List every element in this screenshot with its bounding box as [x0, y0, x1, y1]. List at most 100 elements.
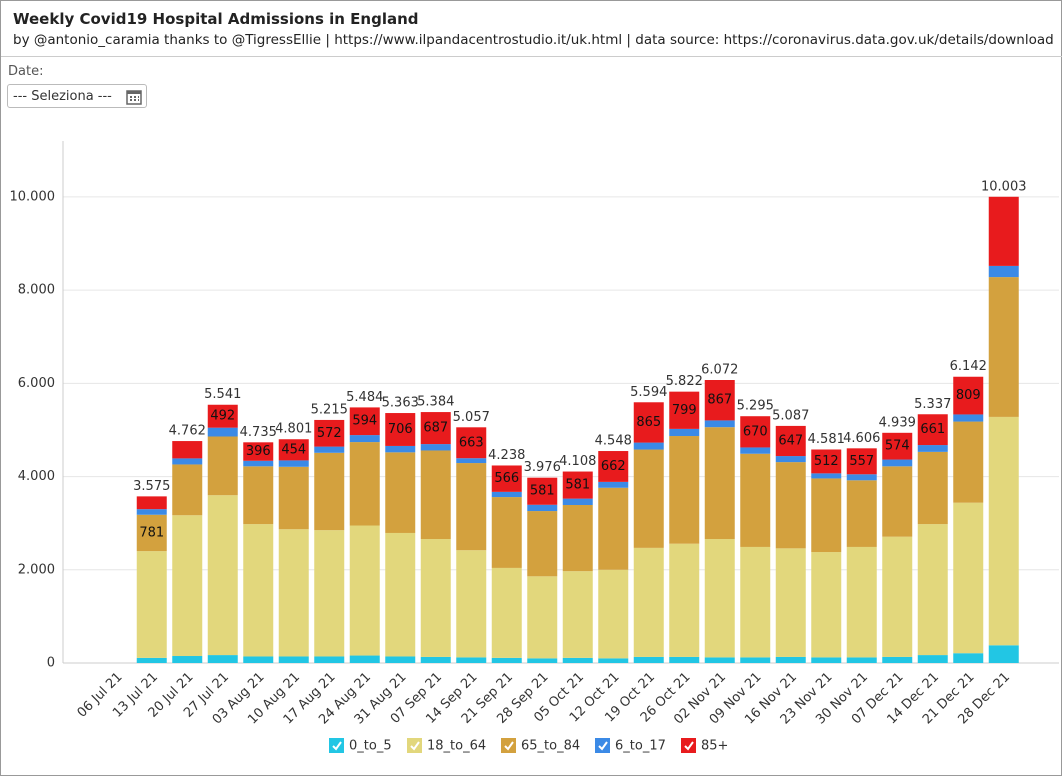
bar-segment	[385, 413, 416, 446]
total-label: 5.057	[453, 410, 490, 425]
legend-check	[410, 741, 420, 751]
y-tick-label: 6.000	[18, 376, 55, 391]
segment-label: 799	[672, 403, 697, 418]
bar-segment	[243, 656, 274, 663]
segment-label: 781	[139, 525, 164, 540]
bar-segment	[349, 442, 380, 526]
segment-label: 865	[636, 415, 661, 430]
bar-segment	[420, 444, 451, 451]
bar-segment	[527, 511, 558, 577]
bar-segment	[278, 439, 309, 461]
segment-label: 687	[423, 421, 448, 436]
bar-segment	[953, 414, 984, 422]
bar-segment	[456, 458, 487, 464]
bar-segment	[598, 487, 629, 570]
bar-segment	[420, 412, 451, 445]
bar-segment	[740, 453, 771, 547]
bar-segment	[207, 495, 238, 656]
bar-segment	[775, 548, 806, 657]
bar-segment	[704, 380, 735, 421]
bar-segment	[385, 656, 416, 663]
segment-label: 557	[849, 454, 874, 469]
bar-segment	[491, 497, 522, 568]
bar-segment	[491, 465, 522, 492]
bar-segment	[243, 466, 274, 525]
bar-segment	[314, 419, 345, 447]
total-label: 4.939	[879, 415, 916, 430]
separator	[1, 56, 1062, 57]
bar-segment	[136, 509, 167, 515]
bar-segment	[953, 653, 984, 663]
legend-swatch	[329, 738, 344, 753]
bar-segment	[633, 449, 664, 548]
total-label: 3.976	[524, 460, 561, 475]
date-dropdown[interactable]: --- Seleziona ---	[7, 84, 147, 108]
bar-segment	[811, 449, 842, 474]
bar-segment	[846, 448, 877, 475]
bar-segment	[491, 491, 522, 498]
bar-segment	[704, 420, 735, 428]
segment-label: 594	[352, 414, 377, 429]
total-label: 6.142	[950, 359, 987, 374]
segment-label: 581	[530, 484, 555, 499]
total-label: 4.108	[559, 454, 596, 469]
bar-segment	[385, 452, 416, 533]
legend-check	[332, 741, 342, 751]
bar-segment	[846, 657, 877, 663]
bar-segment	[527, 504, 558, 512]
bar-segment	[136, 657, 167, 663]
bar-segment	[669, 436, 700, 544]
bar-segment	[882, 656, 913, 663]
bar-segment	[314, 656, 345, 663]
segment-label: 661	[920, 422, 945, 437]
bar-segment	[811, 478, 842, 553]
segment-label: 492	[210, 409, 235, 424]
bar-segment	[172, 441, 203, 459]
segment-label: 454	[281, 442, 306, 457]
total-label: 4.238	[488, 448, 525, 463]
bar-segment	[136, 496, 167, 510]
segment-label: 512	[814, 454, 839, 469]
segment-label: 572	[317, 426, 342, 441]
bar-segment	[704, 657, 735, 663]
bar-segment	[598, 658, 629, 663]
bar-segment	[917, 414, 948, 446]
bar-segment	[882, 459, 913, 467]
segment-label: 566	[494, 471, 519, 486]
bar-segment	[278, 656, 309, 663]
bar-segment	[775, 656, 806, 663]
y-tick-label: 2.000	[18, 562, 55, 577]
legend-label: 65_to_84	[521, 739, 580, 754]
bar-segment	[562, 471, 593, 499]
bar-segment	[953, 502, 984, 654]
bar-segment	[136, 514, 167, 552]
y-tick-label: 10.000	[10, 189, 56, 204]
bar-segment	[633, 656, 664, 663]
segment-label: 867	[707, 393, 732, 408]
y-tick-label: 0	[47, 656, 55, 671]
bar-segment	[669, 391, 700, 429]
segment-label: 662	[601, 459, 626, 474]
segment-label: 706	[388, 422, 413, 437]
bar-segment	[207, 404, 238, 428]
bar-segment	[598, 481, 629, 488]
bar-segment	[172, 458, 203, 465]
bar-segment	[988, 416, 1019, 646]
bar-segment	[349, 525, 380, 656]
bar-segment	[917, 451, 948, 525]
bar-segment	[278, 460, 309, 467]
total-label: 5.363	[382, 396, 419, 411]
total-label: 4.548	[595, 434, 632, 449]
bar-segment	[349, 655, 380, 663]
total-label: 5.215	[311, 402, 348, 417]
bar-segment	[527, 658, 558, 663]
bar-segment	[172, 464, 203, 516]
bar-segment	[917, 445, 948, 452]
total-label: 5.594	[630, 385, 667, 400]
bar-segment	[669, 656, 700, 663]
segment-label: 670	[743, 424, 768, 439]
segment-label: 809	[956, 388, 981, 403]
bar-segment	[740, 657, 771, 663]
